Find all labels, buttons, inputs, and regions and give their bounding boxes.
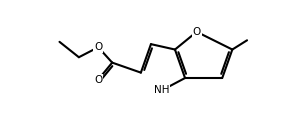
Text: O: O xyxy=(94,42,102,52)
Text: NH: NH xyxy=(154,85,170,95)
Text: O: O xyxy=(193,27,201,37)
Text: O: O xyxy=(94,75,102,85)
